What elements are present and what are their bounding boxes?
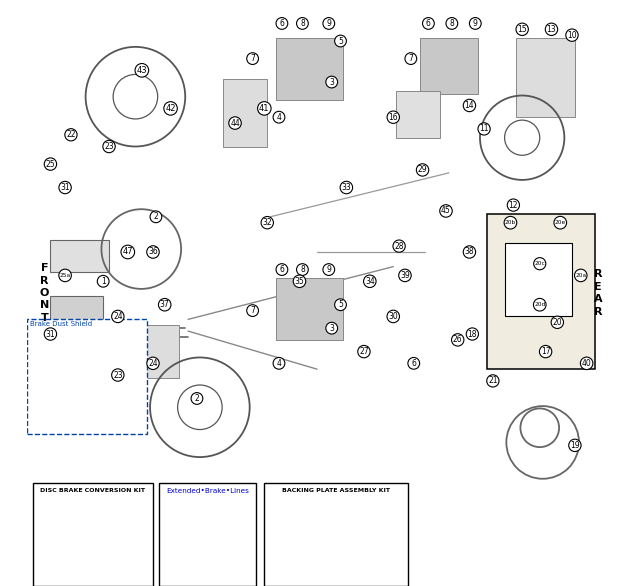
Text: 26: 26 xyxy=(453,335,463,345)
Text: 31: 31 xyxy=(45,329,55,339)
Text: DISC BRAKE CONVERSION KIT: DISC BRAKE CONVERSION KIT xyxy=(40,488,145,493)
Text: 5: 5 xyxy=(338,300,343,309)
Text: 20a: 20a xyxy=(575,273,586,278)
Text: 23: 23 xyxy=(104,142,114,151)
Bar xyxy=(504,243,572,316)
Text: 20: 20 xyxy=(552,318,562,327)
Text: 4: 4 xyxy=(276,359,282,368)
Text: 43: 43 xyxy=(136,66,147,75)
Text: 8: 8 xyxy=(449,19,454,28)
Text: 8: 8 xyxy=(300,19,305,28)
Text: Brake Dust Shield: Brake Dust Shield xyxy=(30,321,92,327)
Text: 12: 12 xyxy=(509,200,518,210)
Text: 6: 6 xyxy=(412,359,416,368)
Text: 14: 14 xyxy=(465,101,474,110)
Bar xyxy=(264,483,408,586)
Text: 30: 30 xyxy=(388,312,398,321)
Text: 36: 36 xyxy=(148,247,158,257)
Text: 9: 9 xyxy=(473,19,477,28)
Text: 32: 32 xyxy=(262,218,272,227)
Text: 16: 16 xyxy=(388,113,398,122)
Bar xyxy=(276,38,344,100)
Text: 11: 11 xyxy=(479,124,489,134)
Bar xyxy=(276,278,344,340)
Text: 25: 25 xyxy=(45,159,55,169)
Text: 20d: 20d xyxy=(534,302,545,307)
Text: 17: 17 xyxy=(541,347,550,356)
Text: 7: 7 xyxy=(250,306,255,315)
Text: 9: 9 xyxy=(326,19,332,28)
Text: 38: 38 xyxy=(465,247,474,257)
Text: 13: 13 xyxy=(547,25,556,34)
Text: 21: 21 xyxy=(488,376,498,386)
Text: 37: 37 xyxy=(160,300,170,309)
Text: 10: 10 xyxy=(567,30,577,40)
Text: 18: 18 xyxy=(468,329,477,339)
Text: 6: 6 xyxy=(280,19,284,28)
Text: 33: 33 xyxy=(342,183,351,192)
Bar xyxy=(27,319,147,434)
Text: 23: 23 xyxy=(113,370,123,380)
Text: 6: 6 xyxy=(426,19,431,28)
Text: 27: 27 xyxy=(359,347,369,356)
Text: 24: 24 xyxy=(113,312,123,321)
Text: Extended•Brake•Lines: Extended•Brake•Lines xyxy=(166,488,248,494)
Text: 2: 2 xyxy=(195,394,199,403)
Text: 1: 1 xyxy=(101,277,106,286)
Text: 39: 39 xyxy=(400,271,410,280)
Bar xyxy=(516,38,575,117)
Text: 28: 28 xyxy=(394,241,404,251)
Text: 29: 29 xyxy=(418,165,428,175)
Text: 42: 42 xyxy=(165,104,176,113)
Text: BACKING PLATE ASSEMBLY KIT: BACKING PLATE ASSEMBLY KIT xyxy=(282,488,390,493)
Text: 34: 34 xyxy=(365,277,374,286)
Text: 40: 40 xyxy=(582,359,591,368)
Text: 20c: 20c xyxy=(534,261,545,266)
Text: 7: 7 xyxy=(408,54,413,63)
Bar xyxy=(51,296,103,321)
Text: 44: 44 xyxy=(230,118,240,128)
Bar xyxy=(396,91,440,138)
Text: 35: 35 xyxy=(294,277,305,286)
Text: 25a: 25a xyxy=(60,273,70,278)
Text: F
R
O
N
T: F R O N T xyxy=(40,263,49,323)
Text: 19: 19 xyxy=(570,441,580,450)
Bar xyxy=(420,38,478,94)
Bar xyxy=(129,325,179,378)
Text: 4: 4 xyxy=(276,113,282,122)
Text: R
E
A
R: R E A R xyxy=(593,270,602,316)
Text: 15: 15 xyxy=(517,25,527,34)
Text: 31: 31 xyxy=(60,183,70,192)
Bar xyxy=(51,240,109,272)
Text: 3: 3 xyxy=(330,323,334,333)
Text: 45: 45 xyxy=(441,206,451,216)
Text: 7: 7 xyxy=(250,54,255,63)
Text: 5: 5 xyxy=(338,36,343,46)
Text: 41: 41 xyxy=(259,104,269,113)
Text: 22: 22 xyxy=(66,130,76,139)
Bar xyxy=(159,483,255,586)
Text: 6: 6 xyxy=(280,265,284,274)
Text: 47: 47 xyxy=(122,247,133,257)
Text: 9: 9 xyxy=(326,265,332,274)
Text: 20e: 20e xyxy=(555,220,566,225)
Text: 3: 3 xyxy=(330,77,334,87)
Text: 2: 2 xyxy=(154,212,158,222)
Text: 24: 24 xyxy=(148,359,158,368)
Bar xyxy=(223,79,268,146)
Bar xyxy=(33,483,153,586)
Text: 8: 8 xyxy=(300,265,305,274)
Bar xyxy=(487,214,595,369)
Text: 20b: 20b xyxy=(505,220,516,225)
